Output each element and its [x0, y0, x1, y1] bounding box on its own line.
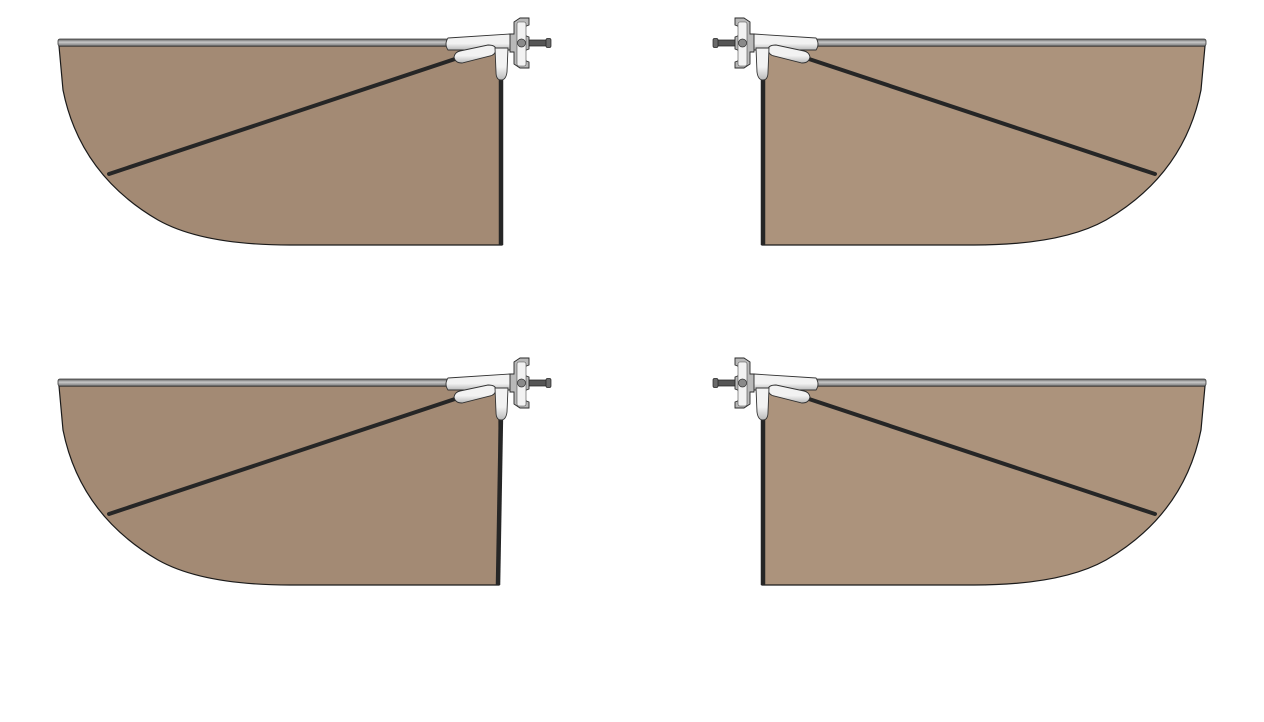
axle-end-cap [712, 38, 719, 48]
connector-hardware [445, 17, 552, 81]
knob-hub [738, 38, 747, 48]
mast-socket [755, 387, 770, 421]
sail-diagram-left [57, 357, 552, 586]
boom-rail [57, 38, 469, 47]
boom-rail [795, 38, 1207, 47]
sprit-pole [804, 56, 1157, 176]
knob-hub [517, 38, 526, 48]
sail-diagram-left [57, 17, 552, 246]
knob-hub [517, 378, 526, 388]
sail-assembly-group [712, 357, 1207, 586]
mast-socket [494, 47, 509, 81]
sail-panel [761, 45, 1206, 246]
mast-socket [494, 387, 509, 421]
sail-assembly-group [712, 17, 1207, 246]
sprit-pole [107, 396, 460, 516]
sail-panel [58, 385, 500, 586]
knob-hub [738, 378, 747, 388]
sail-diagram-right [712, 17, 1207, 246]
mast-pole [495, 413, 504, 586]
axle-end-cap [545, 38, 552, 48]
axle-end-cap [712, 378, 719, 388]
connector-hardware [712, 357, 819, 421]
connector-hardware [712, 17, 819, 81]
sprit-pole [804, 396, 1157, 516]
boom-rail [795, 378, 1207, 387]
sail-assembly-group [57, 357, 552, 586]
boom-rail [57, 378, 469, 387]
sail-assembly-group [57, 17, 552, 246]
sail-diagram-right [712, 357, 1207, 586]
axle-end-cap [545, 378, 552, 388]
mast-socket [755, 47, 770, 81]
sail-assembly-top-right [694, 0, 1224, 260]
sail-assembly-bottom-right [694, 340, 1224, 600]
sprit-pole [107, 56, 460, 176]
sail-assembly-top-left [40, 0, 570, 260]
connector-hardware [445, 357, 552, 421]
sail-panel [761, 385, 1206, 586]
sail-panel [58, 45, 503, 246]
sail-assembly-bottom-left [40, 340, 570, 600]
